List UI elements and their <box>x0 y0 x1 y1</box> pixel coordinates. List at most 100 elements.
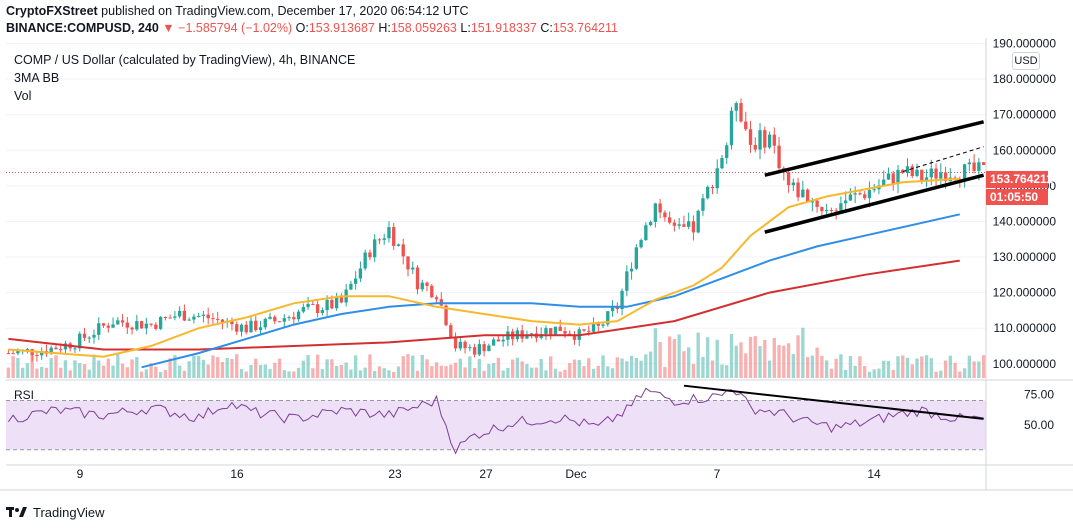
candle-body <box>254 320 258 331</box>
volume-bar <box>834 358 838 378</box>
candle-body <box>715 168 719 189</box>
volume-bar <box>729 333 734 378</box>
rsi-pane <box>6 384 986 455</box>
volume-bar <box>758 346 762 378</box>
volume-bar <box>953 362 957 378</box>
candle-body <box>296 311 301 320</box>
candle-body <box>739 103 743 122</box>
volume-bar <box>434 362 439 378</box>
candle-body <box>239 324 244 332</box>
candle-body <box>363 252 367 269</box>
volume-bar <box>653 328 658 378</box>
volume-bar <box>235 354 239 378</box>
publish-info: published on TradingView.com, December 1… <box>101 4 469 18</box>
volume-bar <box>843 369 848 378</box>
candle-body <box>392 227 396 246</box>
volume-bar <box>967 355 972 378</box>
volume-bar <box>244 371 248 378</box>
volume-legend[interactable]: Vol <box>14 89 32 103</box>
volume-bar <box>334 365 339 378</box>
candle-body <box>330 299 334 309</box>
candle-body <box>653 203 658 222</box>
candle-body <box>425 282 429 286</box>
candle-body <box>149 323 153 325</box>
volume-bar <box>682 351 686 378</box>
volume-bar <box>501 370 505 378</box>
volume-bar <box>20 367 25 378</box>
volume-bar <box>824 360 829 378</box>
rsi-line <box>7 387 984 455</box>
volume-bar <box>634 357 639 378</box>
candle-body <box>549 328 553 335</box>
volume-bar <box>187 361 191 378</box>
candle-body <box>125 322 129 328</box>
volume-bar <box>420 354 424 378</box>
volume-bar <box>810 355 815 378</box>
volume-bar <box>101 365 106 378</box>
candle-body <box>853 193 857 195</box>
volume-bar <box>292 371 296 378</box>
rsi-legend[interactable]: RSI <box>14 388 35 402</box>
volume-bar <box>339 364 344 378</box>
indicator-legend[interactable]: 3MA BB <box>14 71 60 85</box>
moving-averages <box>8 177 961 369</box>
time-tick-label: 7 <box>714 467 721 481</box>
rsi-trendline <box>683 384 984 420</box>
volume-bar <box>929 358 933 378</box>
volume-bar <box>344 362 348 378</box>
candle-body <box>35 355 39 357</box>
rsi-band <box>6 400 986 450</box>
volume-bar <box>924 355 929 378</box>
volume-bar <box>106 358 110 378</box>
volume-bar <box>943 360 948 378</box>
currency-button[interactable]: USD <box>1012 52 1040 70</box>
volume-bar <box>444 366 448 378</box>
volume-bar <box>477 358 482 378</box>
candle-body <box>943 172 948 182</box>
volume-bar <box>572 359 577 378</box>
volume-bar <box>258 364 263 378</box>
volume-bar <box>691 363 696 378</box>
candle-body <box>216 318 220 320</box>
volume-bar <box>487 363 491 378</box>
ma50-line <box>8 177 960 358</box>
volume-bar <box>25 363 30 378</box>
candle-body <box>591 323 596 332</box>
volume-bar <box>377 366 382 378</box>
close-value: 153.764211 <box>552 21 618 35</box>
volume-bar <box>315 354 320 378</box>
tradingview-brand[interactable]: TradingView <box>6 502 105 522</box>
volume-bar <box>111 365 115 378</box>
volume-bar <box>981 355 986 378</box>
volume-bar <box>158 371 163 378</box>
candle-body <box>896 169 900 184</box>
candle-body <box>544 328 548 335</box>
candle-body <box>530 333 534 336</box>
candle-body <box>368 252 372 258</box>
volume-bar <box>867 371 872 378</box>
volume-bar <box>125 367 129 378</box>
candle-body <box>54 347 58 350</box>
volume-bar <box>629 355 634 378</box>
volume-bar <box>453 362 458 378</box>
candle-body <box>882 179 886 186</box>
volume-bar <box>173 355 177 378</box>
candle-body <box>915 169 919 176</box>
volume-bar <box>506 367 510 378</box>
candle-body <box>596 323 600 326</box>
candle-body <box>444 305 448 326</box>
candle-body <box>777 145 781 169</box>
candle-body <box>939 172 943 179</box>
candle-body <box>905 166 910 173</box>
candle-body <box>734 103 738 111</box>
volume-bar <box>853 365 857 378</box>
candle-body <box>981 162 986 165</box>
candle-body <box>867 190 872 199</box>
volume-bar <box>468 356 472 378</box>
candle-body <box>73 348 77 350</box>
candle-body <box>158 317 163 329</box>
candle-body <box>720 157 724 169</box>
volume-bar <box>915 358 919 378</box>
candle-body <box>420 282 424 290</box>
